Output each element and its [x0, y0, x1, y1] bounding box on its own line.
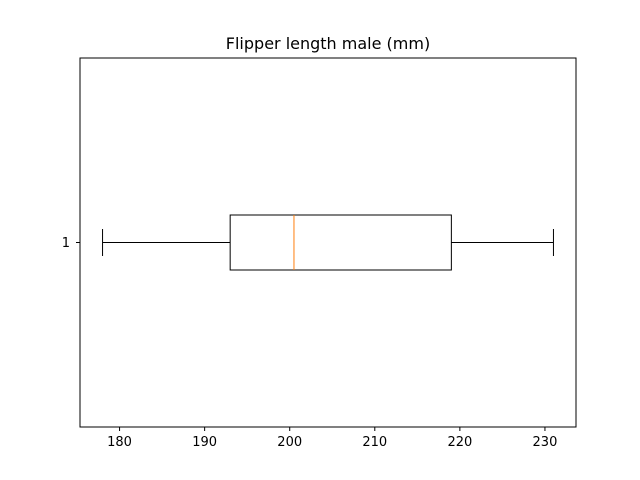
- x-tick-label: 210: [362, 435, 387, 450]
- x-tick-label: 180: [107, 435, 132, 450]
- x-tick-label: 200: [277, 435, 302, 450]
- box-iqr: [229, 214, 452, 271]
- x-tick-label: 230: [533, 435, 558, 450]
- y-tick-label: 1: [62, 236, 70, 251]
- tick-labels: 1 180 190 200 210 220 230: [62, 236, 558, 450]
- x-tick-label: 220: [447, 435, 472, 450]
- plot-area: [79, 57, 577, 428]
- chart-title: Flipper length male (mm): [226, 34, 430, 53]
- x-tick-label: 190: [192, 435, 217, 450]
